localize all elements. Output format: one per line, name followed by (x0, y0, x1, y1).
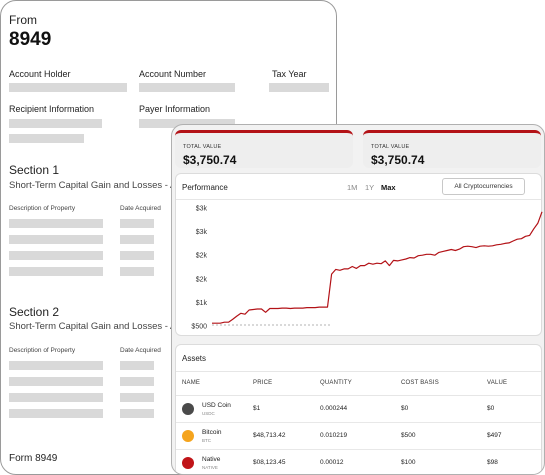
asset-cost-basis: $0 (401, 405, 409, 412)
asset-name: Bitcoin (202, 429, 222, 436)
asset-price: $1 (253, 405, 261, 412)
column-header-cost-basis: COST BASIS (401, 380, 439, 386)
section-1-date-acquired-header: Date Acquired (120, 205, 161, 212)
section-2-row-placeholder (9, 393, 103, 402)
asset-price: $08,123.45 (253, 459, 286, 466)
total-value-card: TOTAL VALUE $3,750.74 (363, 130, 541, 168)
asset-value: $497 (487, 432, 502, 439)
total-value-amount: $3,750.74 (371, 153, 425, 167)
section-2-row-placeholder (9, 361, 103, 370)
asset-row-usd-coin[interactable]: USD Coin USDC $1 0.000244 $0 $0 (176, 396, 541, 423)
form-number: 8949 (9, 29, 52, 50)
section-1-title: Section 1 (9, 163, 60, 177)
asset-cost-basis: $500 (401, 432, 416, 439)
section-1-subtitle: Short-Term Capital Gain and Losses - A (9, 180, 177, 191)
asset-cost-basis: $100 (401, 459, 416, 466)
asset-name: USD Coin (202, 402, 231, 409)
total-value-label: TOTAL VALUE (371, 144, 410, 150)
section-2-row-placeholder (120, 361, 154, 370)
tax-year-label: Tax Year (272, 69, 307, 79)
column-header-quantity: QUANTITY (320, 380, 352, 386)
portfolio-dashboard: TOTAL VALUE $3,750.74 TOTAL VALUE $3,750… (171, 124, 545, 475)
asset-value: $98 (487, 459, 498, 466)
y-tick-label: $2k (196, 253, 208, 260)
from-label: From (9, 13, 37, 27)
tax-year-placeholder (269, 83, 329, 92)
y-tick-label: $1k (196, 300, 208, 307)
account-number-placeholder (139, 83, 235, 92)
section-1-row-placeholder (9, 251, 103, 260)
total-value-amount: $3,750.74 (183, 153, 237, 167)
assets-table-header: NAME PRICE QUANTITY COST BASIS VALUE (176, 371, 541, 396)
asset-value: $0 (487, 405, 495, 412)
cryptocurrency-filter-select[interactable]: All Cryptocurrencies (442, 178, 525, 195)
section-2-row-placeholder (9, 377, 103, 386)
asset-symbol: USDC (202, 411, 215, 416)
assets-card: Assets NAME PRICE QUANTITY COST BASIS VA… (175, 344, 542, 474)
section-2-row-placeholder (9, 409, 103, 418)
y-tick-label: $2k (196, 276, 208, 283)
section-2-row-placeholder (120, 377, 154, 386)
performance-card: Performance 1M 1Y Max All Cryptocurrenci… (175, 173, 543, 336)
payer-information-label: Payer Information (139, 104, 211, 114)
performance-chart: $500 $1k $2k $2k $3k $3k (191, 206, 543, 331)
section-2-subtitle: Short-Term Capital Gain and Losses - A (9, 321, 177, 332)
bitcoin-icon (182, 430, 194, 442)
column-header-price: PRICE (253, 380, 273, 386)
section-2-row-placeholder (120, 409, 154, 418)
column-header-value: VALUE (487, 380, 508, 386)
y-tick-label: $3k (196, 206, 208, 213)
payer-placeholder-1 (139, 119, 235, 128)
asset-symbol: BTC (202, 438, 211, 443)
section-1-row-placeholder (120, 267, 154, 276)
assets-title: Assets (182, 354, 207, 363)
asset-price: $48,713.42 (253, 432, 286, 439)
recipient-placeholder-2 (9, 134, 84, 143)
section-1-row-placeholder (120, 235, 154, 244)
range-1m-button[interactable]: 1M (347, 183, 358, 192)
asset-row-bitcoin[interactable]: Bitcoin BTC $48,713.42 0.010219 $500 $49… (176, 423, 541, 450)
asset-name: Native (202, 456, 221, 463)
recipient-information-label: Recipient Information (9, 104, 95, 114)
section-1-description-header: Description of Property (9, 205, 76, 212)
asset-row-native[interactable]: Native NATIVE $08,123.45 0.00012 $100 $9… (176, 450, 541, 474)
section-2-row-placeholder (120, 393, 154, 402)
range-1y-button[interactable]: 1Y (365, 183, 375, 192)
section-1-row-placeholder (9, 219, 103, 228)
recipient-placeholder-1 (9, 119, 102, 128)
section-1-row-placeholder (9, 235, 103, 244)
total-value-card: TOTAL VALUE $3,750.74 (175, 130, 353, 168)
y-tick-label: $500 (191, 324, 207, 331)
account-holder-label: Account Holder (9, 69, 71, 79)
asset-quantity: 0.000244 (320, 405, 348, 412)
form-footer: Form 8949 (9, 453, 58, 464)
section-2-description-header: Description of Property (9, 347, 76, 354)
section-2-title: Section 2 (9, 305, 60, 319)
performance-divider (176, 199, 541, 200)
asset-quantity: 0.010219 (320, 432, 348, 439)
performance-series-line (212, 211, 543, 324)
y-tick-label: $3k (196, 229, 208, 236)
range-max-button[interactable]: Max (381, 183, 396, 192)
asset-symbol: NATIVE (202, 465, 218, 470)
section-1-row-placeholder (120, 251, 154, 260)
section-1-row-placeholder (120, 219, 154, 228)
total-value-label: TOTAL VALUE (183, 144, 222, 150)
section-2-date-acquired-header: Date Acquired (120, 347, 161, 354)
account-number-label: Account Number (139, 69, 207, 79)
asset-quantity: 0.00012 (320, 459, 344, 466)
performance-title: Performance (182, 183, 228, 192)
account-holder-placeholder (9, 83, 127, 92)
native-icon (182, 457, 194, 469)
usd-coin-icon (182, 403, 194, 415)
column-header-name: NAME (182, 380, 201, 386)
section-1-row-placeholder (9, 267, 103, 276)
